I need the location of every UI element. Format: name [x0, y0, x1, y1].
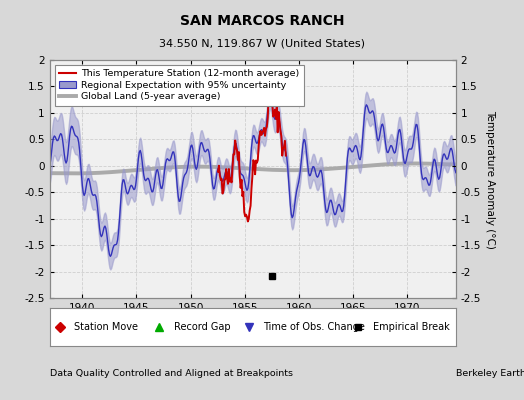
Text: Empirical Break: Empirical Break [373, 322, 450, 332]
Text: SAN MARCOS RANCH: SAN MARCOS RANCH [180, 14, 344, 28]
Y-axis label: Temperature Anomaly (°C): Temperature Anomaly (°C) [485, 110, 495, 248]
Text: 34.550 N, 119.867 W (United States): 34.550 N, 119.867 W (United States) [159, 38, 365, 48]
Text: Station Move: Station Move [74, 322, 138, 332]
Text: Berkeley Earth: Berkeley Earth [456, 369, 524, 378]
Text: Data Quality Controlled and Aligned at Breakpoints: Data Quality Controlled and Aligned at B… [50, 369, 293, 378]
Text: Time of Obs. Change: Time of Obs. Change [263, 322, 365, 332]
Text: Record Gap: Record Gap [173, 322, 230, 332]
Legend: This Temperature Station (12-month average), Regional Expectation with 95% uncer: This Temperature Station (12-month avera… [54, 65, 304, 106]
